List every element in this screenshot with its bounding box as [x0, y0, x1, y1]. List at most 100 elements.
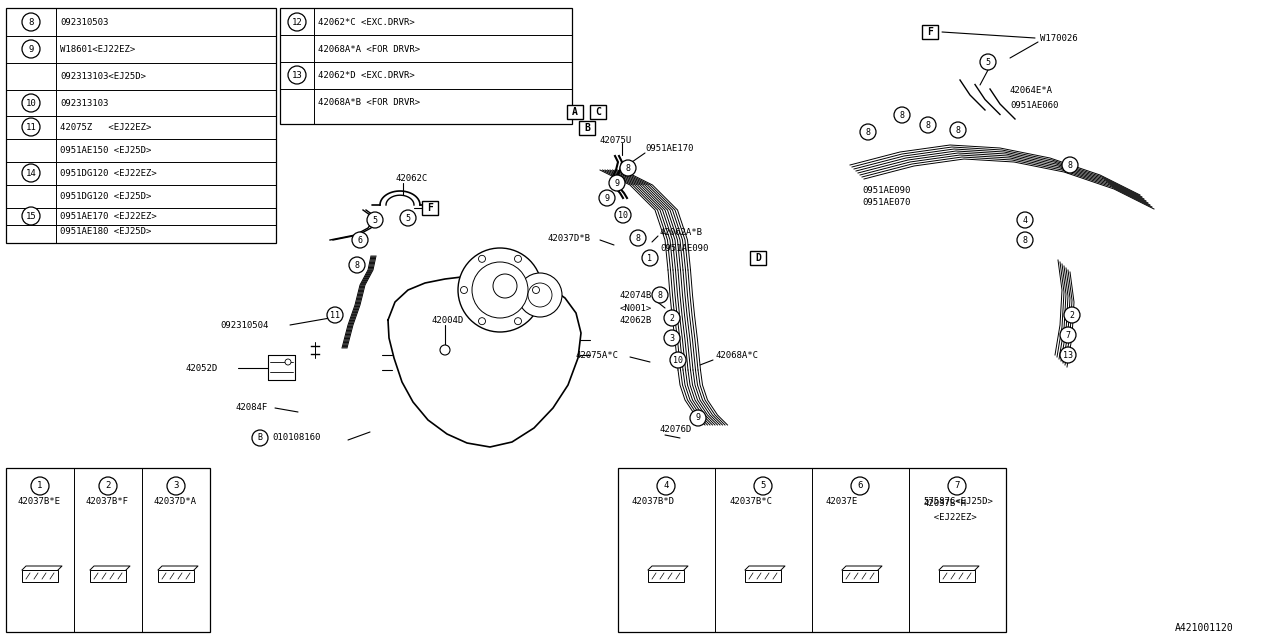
Text: 12: 12: [292, 17, 302, 26]
Text: 42052D: 42052D: [186, 364, 218, 372]
Circle shape: [980, 54, 996, 70]
Circle shape: [326, 307, 343, 323]
Text: 10: 10: [673, 355, 684, 365]
Text: 42075U: 42075U: [600, 136, 632, 145]
Circle shape: [288, 66, 306, 84]
Circle shape: [950, 122, 966, 138]
Circle shape: [285, 359, 291, 365]
Bar: [567, 105, 582, 119]
Text: 092310504: 092310504: [220, 321, 269, 330]
Text: 42075Z   <EJ22EZ>: 42075Z <EJ22EZ>: [60, 122, 151, 131]
Circle shape: [851, 477, 869, 495]
Text: 010108160: 010108160: [273, 433, 320, 442]
Text: 8: 8: [955, 125, 960, 134]
Text: 8: 8: [355, 260, 360, 269]
Circle shape: [22, 207, 40, 225]
Text: 9: 9: [695, 413, 700, 422]
Circle shape: [472, 262, 529, 318]
Text: 42076D: 42076D: [660, 426, 692, 435]
Text: 8: 8: [658, 291, 663, 300]
Text: 42075A*C: 42075A*C: [575, 351, 618, 360]
Text: 0951AE170: 0951AE170: [645, 143, 694, 152]
Bar: [157, 570, 195, 582]
Text: 2: 2: [105, 481, 110, 490]
Bar: [422, 201, 438, 215]
Circle shape: [1018, 212, 1033, 228]
Text: 1: 1: [648, 253, 653, 262]
Circle shape: [288, 13, 306, 31]
Text: 42074B: 42074B: [620, 291, 653, 300]
Circle shape: [1062, 157, 1078, 173]
Text: 0951AE060: 0951AE060: [1010, 100, 1059, 109]
Text: 11: 11: [330, 310, 340, 319]
Text: 42037B*C: 42037B*C: [730, 497, 772, 506]
Bar: [6, 8, 276, 243]
Text: 57587C<EJ25D>: 57587C<EJ25D>: [923, 497, 993, 506]
Bar: [648, 570, 684, 582]
Circle shape: [609, 175, 625, 191]
Text: 42037B*E: 42037B*E: [18, 497, 61, 506]
Text: 42062A*B: 42062A*B: [660, 227, 703, 237]
Text: 092310503: 092310503: [60, 17, 109, 26]
Circle shape: [657, 477, 675, 495]
Bar: [6, 468, 210, 632]
Text: 092313103<EJ25D>: 092313103<EJ25D>: [60, 72, 146, 81]
Text: 10: 10: [618, 211, 628, 220]
Circle shape: [1060, 347, 1076, 363]
Text: 42068A*C: 42068A*C: [716, 351, 758, 360]
Text: A: A: [572, 107, 579, 117]
Bar: [590, 105, 605, 119]
Circle shape: [643, 250, 658, 266]
Bar: [579, 121, 595, 135]
Text: 42068A*A <FOR DRVR>: 42068A*A <FOR DRVR>: [317, 45, 420, 54]
Circle shape: [22, 164, 40, 182]
Circle shape: [529, 283, 552, 307]
Text: 0951AE070: 0951AE070: [861, 198, 910, 207]
Bar: [842, 570, 878, 582]
Circle shape: [614, 207, 631, 223]
Text: 42062*D <EXC.DRVR>: 42062*D <EXC.DRVR>: [317, 70, 415, 79]
Text: 0951AE180 <EJ25D>: 0951AE180 <EJ25D>: [60, 227, 151, 236]
Text: 4: 4: [1023, 216, 1028, 225]
Bar: [22, 570, 58, 582]
Circle shape: [1064, 307, 1080, 323]
Text: 13: 13: [1062, 351, 1073, 360]
Text: 5: 5: [372, 216, 378, 225]
Text: 5: 5: [406, 214, 411, 223]
Text: 8: 8: [925, 120, 931, 129]
Circle shape: [99, 477, 116, 495]
Text: 42064E*A: 42064E*A: [1010, 86, 1053, 95]
Circle shape: [22, 94, 40, 112]
Text: B: B: [584, 123, 590, 133]
Text: 14: 14: [26, 168, 36, 177]
Text: 2: 2: [669, 314, 675, 323]
Circle shape: [664, 310, 680, 326]
Text: W170026: W170026: [1039, 33, 1078, 42]
Text: 8: 8: [28, 17, 33, 26]
Circle shape: [22, 118, 40, 136]
Text: 8: 8: [626, 163, 631, 173]
Text: 42084F: 42084F: [236, 403, 268, 413]
Circle shape: [518, 273, 562, 317]
Circle shape: [532, 287, 539, 294]
Text: 9: 9: [28, 45, 33, 54]
Text: 0951AE170 <EJ22EZ>: 0951AE170 <EJ22EZ>: [60, 211, 156, 221]
Text: 42037B*H: 42037B*H: [923, 499, 966, 508]
Text: 092313103: 092313103: [60, 99, 109, 108]
Circle shape: [515, 317, 521, 324]
Bar: [280, 8, 572, 124]
Text: 11: 11: [26, 122, 36, 131]
Text: 0951AE090: 0951AE090: [861, 186, 910, 195]
Text: 5: 5: [986, 58, 991, 67]
Text: 42037E: 42037E: [826, 497, 859, 506]
Circle shape: [664, 330, 680, 346]
Text: 42037D*A: 42037D*A: [154, 497, 197, 506]
Circle shape: [599, 190, 614, 206]
Text: 42062B: 42062B: [620, 316, 653, 324]
Text: 3: 3: [669, 333, 675, 342]
Text: 10: 10: [26, 99, 36, 108]
Circle shape: [352, 232, 369, 248]
Circle shape: [31, 477, 49, 495]
Circle shape: [22, 13, 40, 31]
Text: 6: 6: [858, 481, 863, 490]
